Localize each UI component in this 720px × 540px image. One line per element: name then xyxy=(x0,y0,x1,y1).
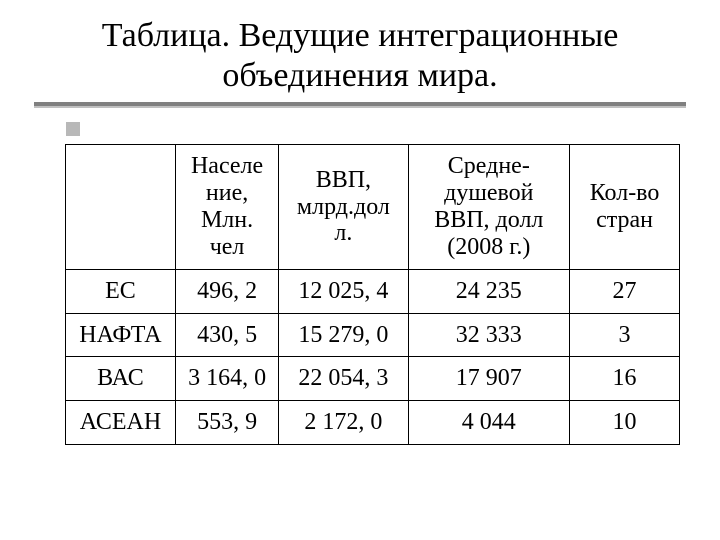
table-row: ВАС 3 164, 0 22 054, 3 17 907 16 xyxy=(66,357,680,401)
col-header-1: Население,Млн.чел xyxy=(175,145,278,270)
col-header-2: ВВП,млрд.долл. xyxy=(279,145,408,270)
cell: 22 054, 3 xyxy=(279,357,408,401)
col-header-3: Средне-душевойВВП, долл(2008 г.) xyxy=(408,145,570,270)
title-line-1: Таблица. Ведущие интеграционные xyxy=(102,17,619,54)
title-underline xyxy=(40,102,680,108)
cell: 10 xyxy=(570,401,680,445)
cell: 553, 9 xyxy=(175,401,278,445)
cell: 17 907 xyxy=(408,357,570,401)
table-row: НАФТА 430, 5 15 279, 0 32 333 3 xyxy=(66,313,680,357)
slide: Таблица. Ведущие интеграционные объедине… xyxy=(0,0,720,540)
cell: 496, 2 xyxy=(175,269,278,313)
cell: 27 xyxy=(570,269,680,313)
table-header-row: Население,Млн.чел ВВП,млрд.долл. Средне-… xyxy=(66,145,680,270)
cell: 430, 5 xyxy=(175,313,278,357)
cell: ВАС xyxy=(66,357,176,401)
cell: 15 279, 0 xyxy=(279,313,408,357)
cell: 4 044 xyxy=(408,401,570,445)
cell: 16 xyxy=(570,357,680,401)
cell: АСЕАН xyxy=(66,401,176,445)
bullet-square xyxy=(66,122,80,136)
col-header-4: Кол-востран xyxy=(570,145,680,270)
data-table: Население,Млн.чел ВВП,млрд.долл. Средне-… xyxy=(65,144,680,445)
slide-title: Таблица. Ведущие интеграционные объедине… xyxy=(40,16,680,96)
cell: 3 164, 0 xyxy=(175,357,278,401)
table-row: ЕС 496, 2 12 025, 4 24 235 27 xyxy=(66,269,680,313)
cell: 32 333 xyxy=(408,313,570,357)
cell: 24 235 xyxy=(408,269,570,313)
table-row: АСЕАН 553, 9 2 172, 0 4 044 10 xyxy=(66,401,680,445)
cell: 2 172, 0 xyxy=(279,401,408,445)
title-line-2: объединения мира. xyxy=(222,57,497,94)
cell: ЕС xyxy=(66,269,176,313)
data-table-wrap: Население,Млн.чел ВВП,млрд.долл. Средне-… xyxy=(65,144,680,445)
col-header-0 xyxy=(66,145,176,270)
cell: НАФТА xyxy=(66,313,176,357)
cell: 12 025, 4 xyxy=(279,269,408,313)
cell: 3 xyxy=(570,313,680,357)
